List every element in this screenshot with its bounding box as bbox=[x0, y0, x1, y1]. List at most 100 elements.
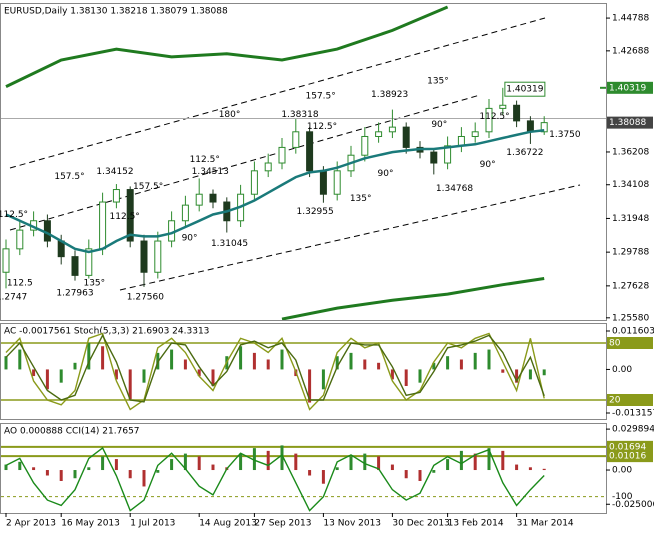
histogram-bar bbox=[487, 448, 491, 471]
candle-body bbox=[485, 107, 493, 133]
histogram-bar bbox=[418, 369, 422, 383]
y2-tick-label: -100 bbox=[612, 492, 633, 502]
histogram-bar bbox=[252, 352, 256, 370]
histogram-bar bbox=[349, 352, 353, 370]
candle-body bbox=[526, 120, 534, 133]
x-tick-label: 27 Sep 2013 bbox=[254, 519, 311, 529]
annotation: 112.5° bbox=[479, 112, 509, 122]
histogram-bar bbox=[528, 369, 532, 380]
candle-body bbox=[195, 193, 203, 206]
panel-title: AC -0.0017561 Stoch(5,3,3) 21.6903 24.33… bbox=[4, 327, 209, 337]
annotation: 157.5° bbox=[133, 182, 163, 192]
level-label-box bbox=[607, 81, 653, 94]
annotation: 180° bbox=[219, 110, 241, 120]
histogram-bar bbox=[321, 470, 325, 484]
histogram-bar bbox=[473, 352, 477, 370]
histogram-bar bbox=[335, 467, 339, 471]
candle-body bbox=[306, 131, 314, 172]
main-panel-frame bbox=[0, 3, 607, 321]
level-label-box bbox=[607, 440, 653, 453]
histogram-bar bbox=[252, 448, 256, 471]
annotation: 1.38923 bbox=[371, 90, 408, 100]
envelope bbox=[5, 5, 449, 88]
histogram-bar bbox=[280, 349, 284, 370]
annotation: 112.5° bbox=[190, 155, 220, 165]
oscillator-line bbox=[5, 446, 545, 512]
candle-body bbox=[71, 256, 79, 276]
candle-body bbox=[402, 126, 410, 148]
x-tick-label: 13 Feb 2014 bbox=[448, 519, 504, 529]
y2-tick-label: 20 bbox=[609, 396, 621, 406]
candle-body bbox=[264, 162, 272, 172]
annotation: 90° bbox=[480, 160, 496, 170]
annotation: 1.34768 bbox=[436, 184, 473, 194]
annotation: 90° bbox=[378, 169, 394, 179]
histogram-bar bbox=[473, 453, 477, 471]
annotation: 112.5 bbox=[7, 278, 33, 288]
histogram-bar bbox=[59, 369, 63, 383]
candle-body bbox=[471, 131, 479, 137]
level-label: 0.01694 bbox=[609, 442, 646, 452]
x-tick-label: 31 Mar 2014 bbox=[517, 519, 574, 529]
annotation: 90° bbox=[431, 120, 447, 130]
histogram-bar bbox=[390, 464, 394, 471]
level-label-box bbox=[607, 450, 653, 463]
histogram-bar bbox=[515, 464, 519, 471]
annotation: 90° bbox=[182, 233, 198, 243]
histogram-bar bbox=[377, 456, 381, 471]
y-tick-label: 1.27628 bbox=[612, 281, 649, 291]
candle-body bbox=[2, 248, 10, 273]
x-tick-label: 2 Apr 2013 bbox=[6, 519, 56, 529]
histogram-bar bbox=[32, 369, 36, 377]
histogram-bar bbox=[32, 467, 36, 471]
annotation: 112.5° bbox=[0, 210, 28, 220]
annotation: 1.31045 bbox=[211, 239, 248, 249]
annotation: 135° bbox=[350, 194, 372, 204]
histogram-bar bbox=[432, 470, 436, 473]
x-tick-label: 30 Dec 2013 bbox=[392, 519, 450, 529]
x-tick-label: 1 Jul 2013 bbox=[130, 519, 175, 529]
histogram-bar bbox=[308, 470, 312, 476]
histogram-bar bbox=[114, 369, 118, 380]
candle-body bbox=[16, 229, 24, 250]
histogram-bar bbox=[170, 459, 174, 471]
oscillator-line bbox=[5, 333, 545, 403]
histogram-bar bbox=[542, 468, 546, 471]
histogram-bar bbox=[377, 362, 381, 370]
histogram-bar bbox=[390, 369, 394, 380]
histogram-bar bbox=[459, 359, 463, 370]
annotation: 157.5° bbox=[54, 172, 84, 182]
candle-body bbox=[319, 170, 327, 195]
histogram-bar bbox=[446, 356, 450, 370]
y-tick-label: 0.011603 bbox=[612, 327, 654, 337]
histogram-bar bbox=[183, 453, 187, 471]
histogram-bar bbox=[266, 359, 270, 370]
candle-body bbox=[181, 204, 189, 222]
histogram-bar bbox=[156, 470, 160, 473]
annotation: 135° bbox=[427, 77, 449, 87]
y-tick-label: 1.34108 bbox=[612, 180, 649, 190]
y2-tick-label-box bbox=[607, 337, 653, 349]
trend-line bbox=[9, 17, 546, 169]
y-tick-label: 1.42688 bbox=[612, 46, 649, 56]
panel-title: AO 0.000888 CCI(14) 21.7657 bbox=[4, 427, 140, 437]
candle-body bbox=[99, 201, 107, 250]
y-tick-label: 1.31948 bbox=[612, 214, 649, 224]
annotation: 112.5° bbox=[307, 122, 337, 132]
chart-title: EURUSD,Daily 1.38130 1.38218 1.38079 1.3… bbox=[4, 7, 228, 17]
candle-body bbox=[375, 131, 383, 137]
histogram-bar bbox=[87, 467, 91, 471]
histogram-bar bbox=[18, 349, 22, 370]
x-tick-label: 16 May 2013 bbox=[61, 519, 120, 529]
candle-body bbox=[292, 131, 300, 148]
histogram-bar bbox=[183, 359, 187, 370]
histogram-bar bbox=[45, 369, 49, 390]
candle-body bbox=[430, 151, 438, 164]
histogram-bar bbox=[501, 369, 505, 373]
x-tick-label: 14 Aug 2013 bbox=[199, 519, 257, 529]
histogram-bar bbox=[308, 369, 312, 403]
annotation: 1.27963 bbox=[56, 288, 93, 298]
y-tick-label: 0.029894 bbox=[612, 425, 654, 435]
histogram-bar bbox=[197, 369, 201, 377]
histogram-bar bbox=[73, 362, 77, 370]
